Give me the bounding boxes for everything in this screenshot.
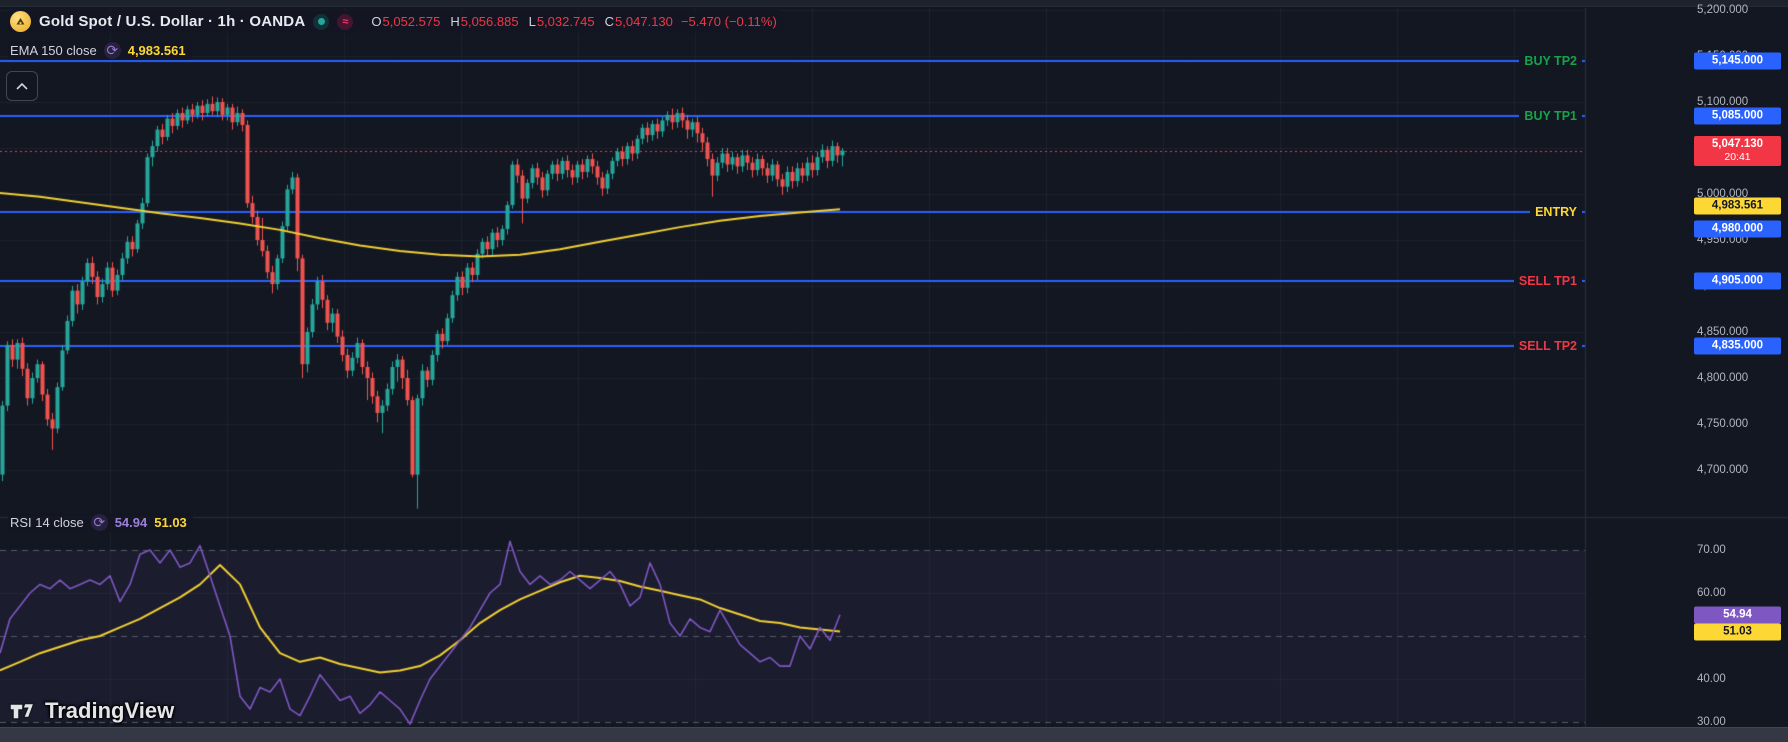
- rsi-legend[interactable]: RSI 14 close ⟳ 54.94 51.03: [8, 513, 193, 532]
- ema-legend[interactable]: EMA 150 close ⟳ 4,983.561: [8, 41, 192, 60]
- indicator-loading-icon: ⟳: [90, 514, 108, 531]
- rsi-value: 54.94: [114, 515, 148, 530]
- price-tick: 5,100.000: [1697, 96, 1749, 108]
- watermark-text: TradingView: [45, 698, 175, 723]
- low-value: 5,032.745: [536, 14, 595, 29]
- rsi-tick: 60.00: [1697, 587, 1726, 599]
- close-value: 5,047.130: [615, 14, 673, 29]
- price-tick: 4,850.000: [1697, 326, 1749, 338]
- time-axis-bar[interactable]: [0, 727, 1788, 742]
- level-label-entry[interactable]: ENTRY: [1530, 205, 1582, 220]
- price-tag: 5,047.130 20:41: [1694, 135, 1781, 166]
- price-tick: 4,800.000: [1697, 372, 1749, 384]
- price-tag: 4,980.000: [1694, 220, 1781, 238]
- symbol-legend[interactable]: Gold Spot / U.S. Dollar · 1h · OANDA ≈ O…: [8, 10, 783, 33]
- top-toolbar-strip: [0, 0, 1788, 7]
- price-tag: 5,145.000: [1694, 52, 1781, 70]
- countdown-timer: 20:41: [1724, 150, 1751, 163]
- tradingview-watermark[interactable]: TradingView: [8, 698, 174, 724]
- price-tick: 4,700.000: [1697, 464, 1749, 476]
- price-scale-axis[interactable]: [1585, 8, 1788, 727]
- rsi-tick: 40.00: [1697, 673, 1726, 685]
- symbol-title[interactable]: Gold Spot / U.S. Dollar · 1h · OANDA: [39, 13, 306, 30]
- tradingview-logo-icon: [9, 702, 35, 720]
- rsi-ma-value: 51.03: [154, 515, 187, 530]
- rsi-tag: 51.03: [1694, 623, 1781, 641]
- ema-label[interactable]: EMA 150 close: [10, 43, 97, 58]
- chevron-up-icon: [16, 82, 28, 90]
- collapse-pane-button[interactable]: [6, 71, 38, 101]
- price-tag: 4,983.561: [1694, 197, 1781, 215]
- market-status-icon[interactable]: [313, 13, 330, 30]
- indicator-loading-icon: ⟳: [103, 42, 121, 59]
- price-tick: 4,750.000: [1697, 418, 1749, 430]
- price-tag: 4,835.000: [1694, 337, 1781, 355]
- level-label-buy-tp1[interactable]: BUY TP1: [1519, 108, 1582, 123]
- change-value: −5.470 (−0.11%): [680, 14, 777, 29]
- open-value: 5,052.575: [382, 14, 441, 29]
- rsi-label[interactable]: RSI 14 close: [10, 515, 84, 530]
- level-label-sell-tp2[interactable]: SELL TP2: [1513, 338, 1582, 353]
- ohlc-values: O 5,052.575 H 5,056.885 L 5,032.745 C 5,047.…: [371, 14, 673, 29]
- rsi-tag: 54.94: [1694, 606, 1781, 624]
- price-tag: 4,905.000: [1694, 272, 1781, 290]
- delayed-data-icon[interactable]: ≈: [337, 13, 354, 30]
- level-label-buy-tp2[interactable]: BUY TP2: [1519, 53, 1582, 68]
- rsi-tick: 70.00: [1697, 544, 1726, 556]
- gold-coin-icon: [10, 11, 31, 32]
- ema-value: 4,983.561: [127, 43, 186, 58]
- rsi-tick: 30.00: [1697, 716, 1726, 728]
- price-tick: 5,200.000: [1697, 4, 1749, 16]
- level-label-sell-tp1[interactable]: SELL TP1: [1513, 274, 1582, 289]
- price-tag: 5,085.000: [1694, 107, 1781, 125]
- high-value: 5,056.885: [460, 14, 519, 29]
- price-tick: 5,000.000: [1697, 188, 1749, 200]
